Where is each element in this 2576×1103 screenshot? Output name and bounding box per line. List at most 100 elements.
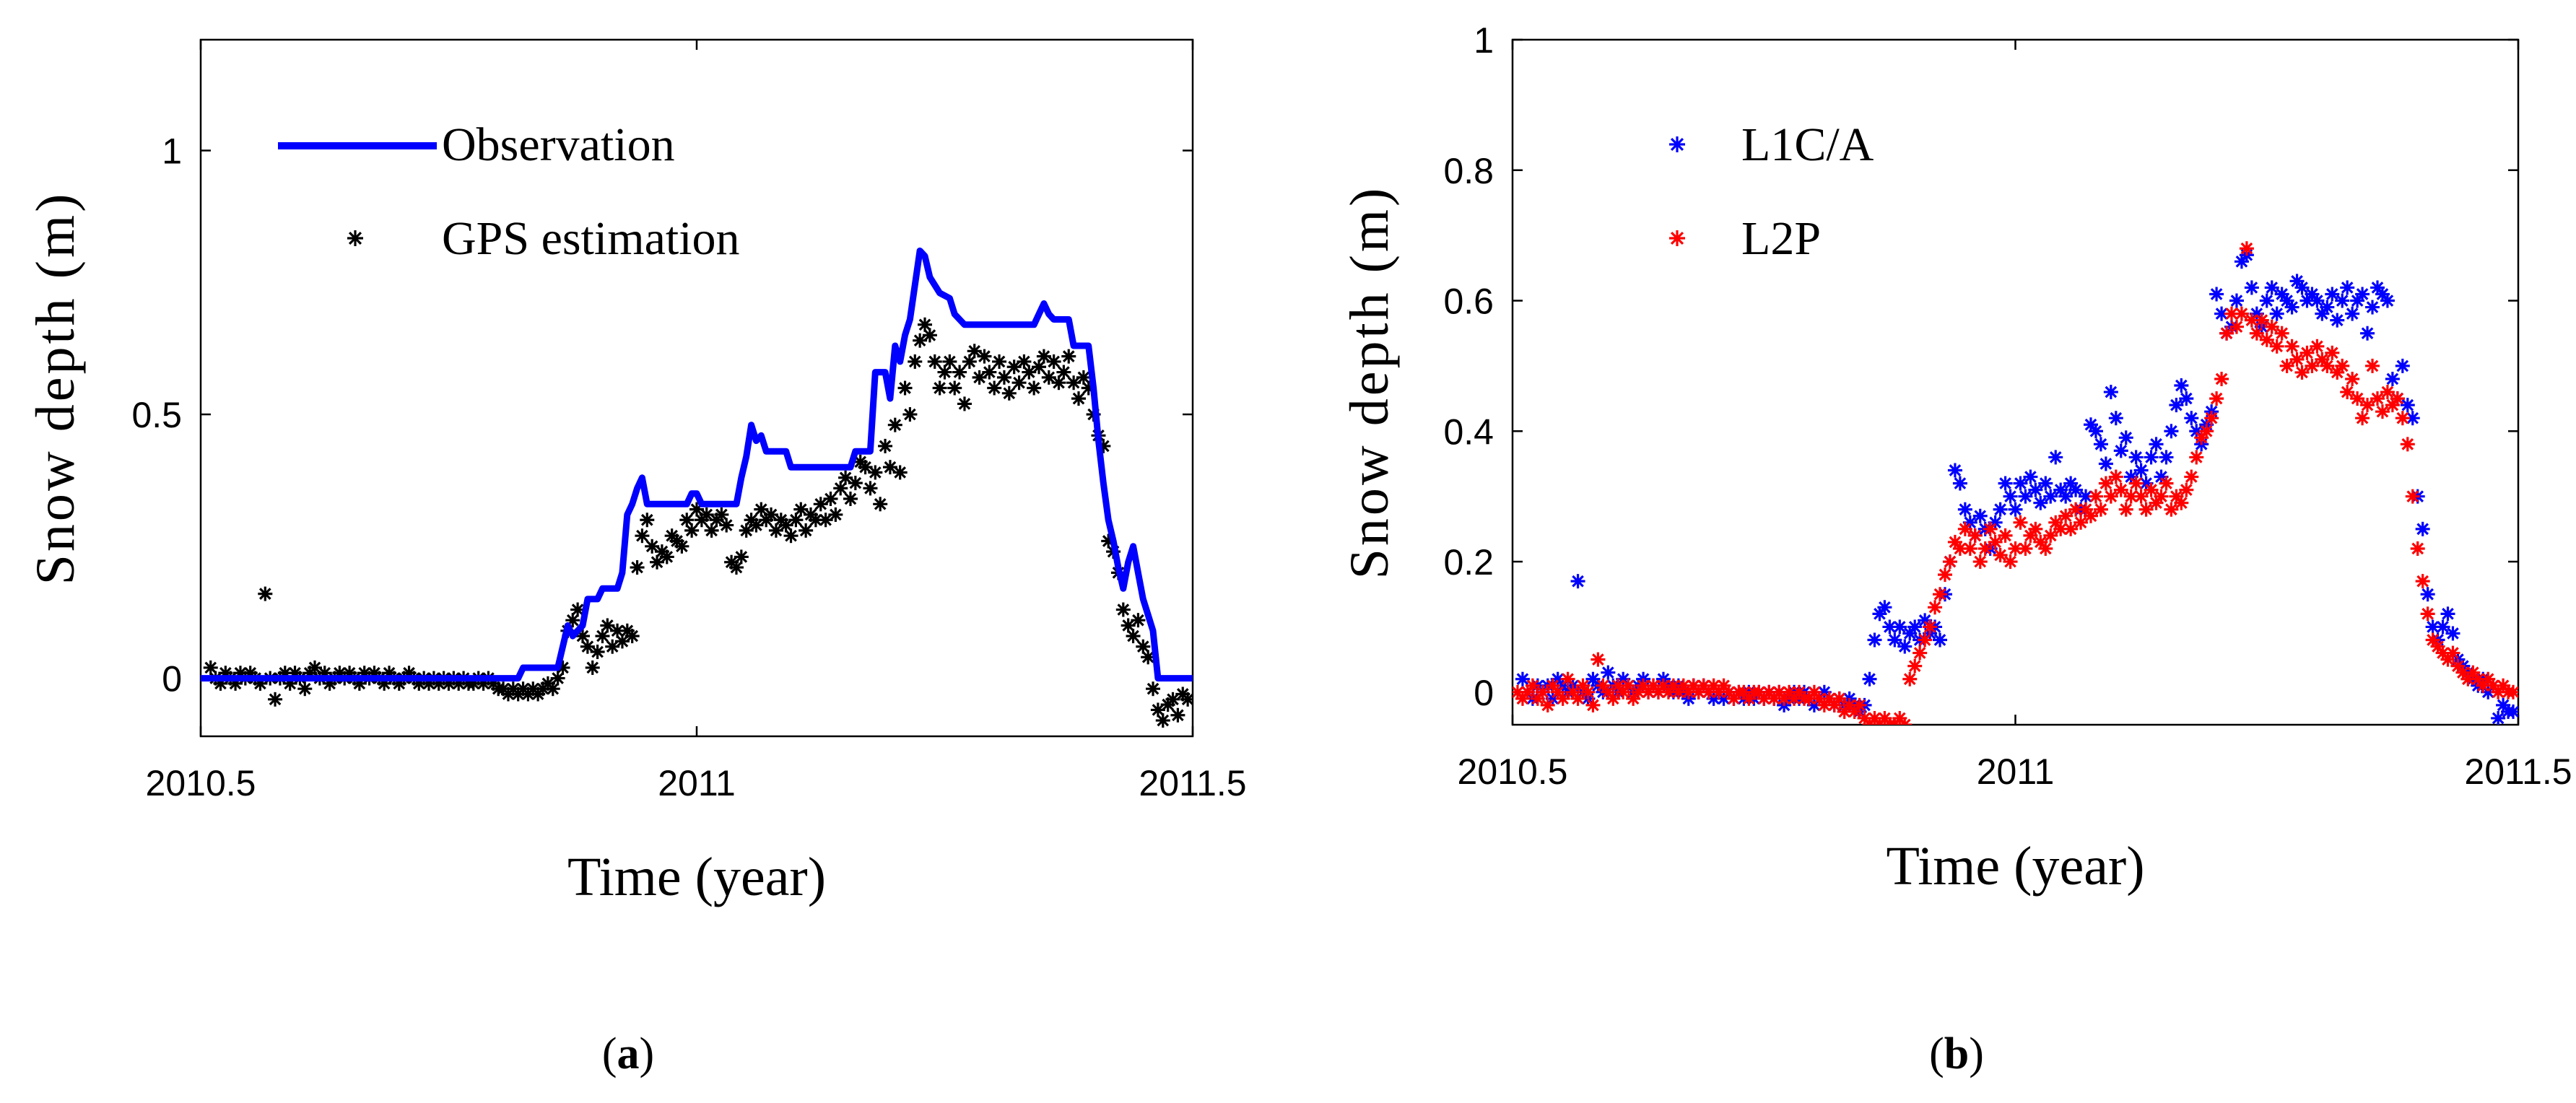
data-point — [2174, 495, 2189, 510]
data-point — [2018, 541, 2033, 556]
data-point — [1957, 502, 1972, 517]
x-tick-label: 2011 — [658, 763, 736, 803]
data-point — [902, 407, 918, 422]
data-point — [2164, 424, 2179, 439]
data-point — [1862, 671, 1877, 686]
legend-label: L2P — [1741, 212, 1821, 265]
data-point — [2028, 482, 2043, 497]
data-point — [2330, 313, 2345, 328]
data-point — [2013, 476, 2028, 491]
data-point — [1882, 619, 1897, 635]
data-point — [967, 344, 982, 359]
data-point — [1962, 541, 1977, 556]
series-line — [201, 247, 1193, 682]
x-tick-label: 2011.5 — [2464, 751, 2572, 792]
data-point — [2144, 450, 2159, 465]
data-point — [203, 660, 218, 675]
data-point — [679, 513, 695, 528]
data-point — [982, 365, 997, 380]
data-point — [2133, 463, 2149, 478]
data-point — [630, 560, 645, 575]
data-point — [258, 586, 273, 601]
data-point — [1993, 502, 2008, 517]
data-point — [1972, 554, 1988, 570]
data-point — [2033, 495, 2048, 510]
data-point — [2043, 489, 2058, 504]
data-point — [1580, 684, 1596, 699]
data-point — [1952, 476, 1967, 491]
data-point — [2074, 515, 2089, 530]
data-point — [1957, 521, 1972, 536]
data-point — [2098, 476, 2113, 491]
legend-item: L2P — [1669, 212, 1821, 265]
data-point — [2214, 371, 2229, 386]
legend-item: L1C/A — [1669, 118, 1874, 171]
plot-area — [201, 247, 1193, 728]
data-point — [2491, 710, 2506, 725]
data-point — [2385, 371, 2400, 386]
data-point — [2018, 489, 2033, 504]
data-point — [2008, 502, 2023, 517]
data-point — [635, 528, 650, 544]
data-point — [2063, 521, 2079, 536]
data-point — [1131, 613, 1146, 628]
data-point — [585, 660, 600, 675]
data-point — [2269, 339, 2284, 354]
data-point — [2320, 300, 2335, 315]
data-point — [1998, 528, 2013, 543]
data-point — [957, 396, 972, 411]
data-point — [1947, 463, 1962, 478]
data-point — [1071, 391, 1086, 406]
data-point — [1165, 692, 1180, 707]
data-point — [2113, 482, 2128, 497]
data-point — [728, 560, 744, 575]
data-point — [2209, 287, 2224, 302]
data-point — [2445, 645, 2460, 661]
legend-label: GPS estimation — [442, 212, 740, 265]
data-point — [749, 518, 764, 533]
data-point — [1998, 476, 2013, 491]
series-l2p — [1513, 241, 2518, 725]
data-point — [1061, 349, 1076, 364]
x-axis-title: Time (year) — [1886, 836, 2144, 897]
data-point — [868, 465, 883, 480]
data-point — [2400, 437, 2415, 452]
data-point — [2325, 287, 2340, 302]
data-point — [2310, 293, 2325, 308]
data-point — [1046, 354, 1061, 369]
data-point — [2169, 398, 2184, 413]
data-point — [2420, 606, 2435, 622]
data-point — [2254, 313, 2269, 328]
data-point — [2088, 424, 2103, 439]
data-point — [2083, 508, 2098, 523]
data-point — [977, 349, 992, 364]
data-point — [2008, 541, 2023, 556]
data-point — [828, 507, 843, 522]
data-point — [1591, 652, 1606, 667]
data-point — [1606, 691, 1621, 706]
data-point — [2325, 345, 2340, 360]
legend-swatch — [1669, 136, 1685, 152]
data-point — [754, 502, 769, 517]
data-point — [1923, 619, 1938, 635]
data-point — [2164, 502, 2179, 517]
data-point — [2365, 300, 2380, 315]
data-point — [570, 602, 586, 617]
data-point — [764, 507, 779, 522]
data-point — [2128, 476, 2144, 491]
data-point — [1892, 619, 1907, 635]
data-point — [2068, 482, 2084, 497]
data-point — [1560, 671, 1575, 686]
data-point — [2360, 398, 2375, 413]
data-point — [1967, 528, 1983, 543]
data-point — [922, 328, 937, 343]
data-point — [2108, 411, 2123, 426]
legend: L1C/A L2P — [1669, 118, 1874, 265]
panel-label-close: ) — [640, 1029, 655, 1078]
data-point — [2239, 241, 2254, 256]
data-point — [2093, 502, 2108, 517]
data-point — [2093, 437, 2108, 452]
data-point — [1570, 691, 1585, 706]
data-point — [2184, 469, 2199, 484]
data-point — [2435, 619, 2450, 635]
